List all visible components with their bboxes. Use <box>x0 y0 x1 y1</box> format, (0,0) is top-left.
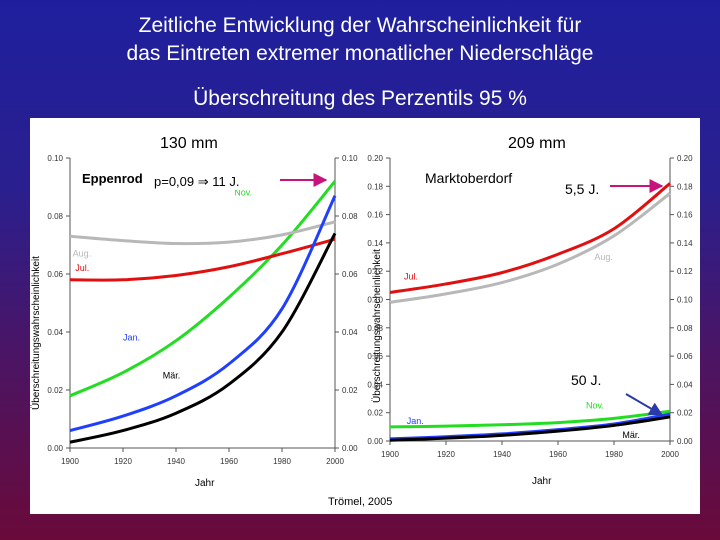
series-label: Jul. <box>75 263 89 273</box>
right-series-labels: Jul. Aug. Nov. Jan. Mär. <box>404 252 640 440</box>
y-tick-label-right: 0.10 <box>342 154 358 163</box>
series-label: Jul. <box>404 272 418 282</box>
y-tick-label-right: 0.18 <box>677 182 693 191</box>
series-label: Nov. <box>586 400 604 410</box>
y-tick-label-right: 0.06 <box>342 270 358 279</box>
x-tick-label: 1960 <box>220 457 238 466</box>
right-station-label: Marktoberdorf <box>425 170 512 186</box>
y-tick-label: 0.00 <box>47 444 63 453</box>
x-tick-label: 2000 <box>661 450 679 459</box>
y-tick-label: 0.04 <box>367 380 383 389</box>
right-chart: Jahr Überschreitungswahrscheinlichkeit 1… <box>367 154 693 487</box>
y-tick-label-right: 0.00 <box>677 437 693 446</box>
y-tick-label-right: 0.16 <box>677 211 693 220</box>
series-label: Aug. <box>594 252 613 262</box>
y-tick-label-right: 0.10 <box>677 296 693 305</box>
x-tick-label: 1920 <box>114 457 132 466</box>
right-note-bottom: 50 J. <box>571 372 601 388</box>
y-tick-label-right: 0.04 <box>677 380 693 389</box>
left-ticks: 1900 1920 1940 1960 1980 2000 0.00 0.00 0.02 0.02… <box>47 154 358 466</box>
series-label: Nov. <box>234 188 252 198</box>
y-tick-label: 0.14 <box>367 239 383 248</box>
series-label: Jan. <box>123 333 140 343</box>
x-tick-label: 1900 <box>61 457 79 466</box>
y-tick-label: 0.10 <box>367 296 383 305</box>
charts-svg: Eppenrod Jahr Überschreitungswahrscheinl… <box>30 135 693 508</box>
y-tick-label: 0.00 <box>367 437 383 446</box>
y-tick-label-right: 0.08 <box>677 324 693 333</box>
right-threshold-label: 209 mm <box>508 135 566 152</box>
right-lines <box>389 182 671 442</box>
y-tick-label: 0.18 <box>367 182 383 191</box>
y-tick-label: 0.04 <box>47 328 63 337</box>
right-note-bottom-arrow <box>625 393 664 416</box>
source-label: Trömel, 2005 <box>328 496 392 508</box>
y-tick-label-right: 0.20 <box>677 154 693 163</box>
series-line <box>69 195 337 433</box>
y-tick-label-right: 0.08 <box>342 212 358 221</box>
x-tick-label: 1940 <box>493 450 511 459</box>
slide-subtitle: Überschreitung des Perzentils 95 % <box>193 87 527 110</box>
x-tick-label: 1980 <box>605 450 623 459</box>
chart-panel: Eppenrod Jahr Überschreitungswahrscheinl… <box>30 118 700 514</box>
left-series-labels: Nov. Aug. Jul. Jan. Mär. <box>73 188 252 381</box>
series-line <box>69 220 336 246</box>
y-tick-label-right: 0.00 <box>342 444 358 453</box>
left-note-background <box>152 170 272 190</box>
right-ticks: 1900 1920 1940 1960 1980 2000 0.00 0.00 0.02 0.02… <box>367 154 693 459</box>
y-tick-label-right: 0.14 <box>677 239 693 248</box>
x-tick-label: 1920 <box>437 450 455 459</box>
y-tick-label: 0.12 <box>367 267 383 276</box>
series-line <box>389 415 671 442</box>
y-tick-label: 0.08 <box>47 212 63 221</box>
series-line <box>389 409 671 429</box>
right-note-top: 5,5 J. <box>565 181 599 197</box>
y-tick-label: 0.02 <box>47 386 63 395</box>
series-label: Jan. <box>407 416 424 426</box>
y-tick-label: 0.16 <box>367 211 383 220</box>
y-tick-label: 0.02 <box>367 409 383 418</box>
x-tick-label: 1940 <box>167 457 185 466</box>
y-tick-label: 0.10 <box>47 154 63 163</box>
left-threshold-label: 130 mm <box>160 135 218 152</box>
x-tick-label: 1900 <box>381 450 399 459</box>
series-line <box>389 192 671 304</box>
y-tick-label: 0.06 <box>367 352 383 361</box>
series-label: Aug. <box>73 249 92 259</box>
series-label: Mär. <box>163 370 181 380</box>
right-station-background <box>422 168 547 188</box>
series-line <box>69 180 337 398</box>
y-tick-label: 0.20 <box>367 154 383 163</box>
left-chart: Eppenrod Jahr Überschreitungswahrscheinl… <box>30 154 358 489</box>
y-tick-label-right: 0.06 <box>677 352 693 361</box>
left-xlabel: Jahr <box>195 478 215 489</box>
y-tick-label-right: 0.04 <box>342 328 358 337</box>
x-tick-label: 1960 <box>549 450 567 459</box>
series-line <box>69 237 336 282</box>
left-note: p=0,09 ⇒ 11 J. <box>154 174 239 189</box>
y-tick-label: 0.08 <box>367 324 383 333</box>
series-line <box>389 182 671 294</box>
y-tick-label-right: 0.02 <box>342 386 358 395</box>
right-ylabel: Überschreitungswahrscheinlichkeit <box>371 249 383 403</box>
slide-title-line2: das Eintreten extremer monatlicher Niede… <box>126 42 594 65</box>
right-xlabel: Jahr <box>532 476 552 487</box>
left-ylabel: Überschreitungswahrscheinlichkeit <box>30 256 42 410</box>
series-line <box>69 232 337 444</box>
x-tick-label: 2000 <box>326 457 344 466</box>
y-tick-label-right: 0.12 <box>677 267 693 276</box>
y-tick-label-right: 0.02 <box>677 409 693 418</box>
left-lines <box>69 180 337 444</box>
left-station-label: Eppenrod <box>82 171 143 186</box>
y-tick-label: 0.06 <box>47 270 63 279</box>
x-tick-label: 1980 <box>273 457 291 466</box>
slide-title-line1: Zeitliche Entwicklung der Wahrscheinlich… <box>138 14 582 37</box>
series-label: Mär. <box>622 430 640 440</box>
